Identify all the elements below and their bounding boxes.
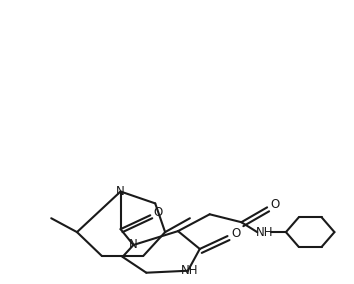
Text: O: O xyxy=(270,198,280,211)
Text: O: O xyxy=(232,227,241,240)
Text: NH: NH xyxy=(255,225,273,239)
Text: N: N xyxy=(129,239,138,252)
Text: NH: NH xyxy=(181,264,199,277)
Text: N: N xyxy=(116,185,125,198)
Text: O: O xyxy=(154,206,163,219)
